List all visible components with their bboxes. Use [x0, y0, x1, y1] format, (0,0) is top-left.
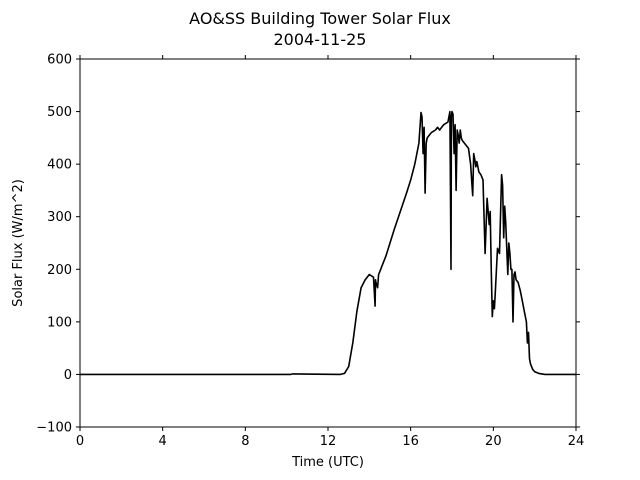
x-tick-label: 24 — [568, 434, 585, 449]
x-tick-label: 16 — [402, 434, 419, 449]
solar-flux-series-line — [80, 110, 576, 376]
y-tick-label: 100 — [47, 315, 72, 330]
y-axis-label: Solar Flux (W/m^2) — [11, 179, 26, 307]
x-tick-label: 20 — [485, 434, 502, 449]
x-tick-label: 0 — [76, 434, 84, 449]
x-tick-label: 4 — [159, 434, 167, 449]
y-tick-label: 300 — [47, 210, 72, 225]
y-tick-label: 400 — [47, 158, 72, 173]
x-tick-label: 8 — [241, 434, 249, 449]
x-axis-label: Time (UTC) — [291, 455, 364, 470]
y-tick-label: 200 — [47, 263, 72, 278]
y-axis-ticks: −100 0 100 200 300 400 500 600 — [36, 53, 580, 436]
plot-frame — [79, 58, 577, 428]
y-tick-label: 600 — [47, 53, 72, 68]
y-tick-label: −100 — [36, 421, 72, 436]
chart-subtitle: 2004-11-25 — [274, 30, 367, 49]
y-tick-label: 0 — [64, 368, 72, 383]
x-tick-label: 12 — [320, 434, 337, 449]
chart-title: AO&SS Building Tower Solar Flux — [189, 9, 451, 28]
y-tick-label: 500 — [47, 105, 72, 120]
x-axis-ticks: 0 4 8 12 16 20 24 — [76, 55, 584, 449]
